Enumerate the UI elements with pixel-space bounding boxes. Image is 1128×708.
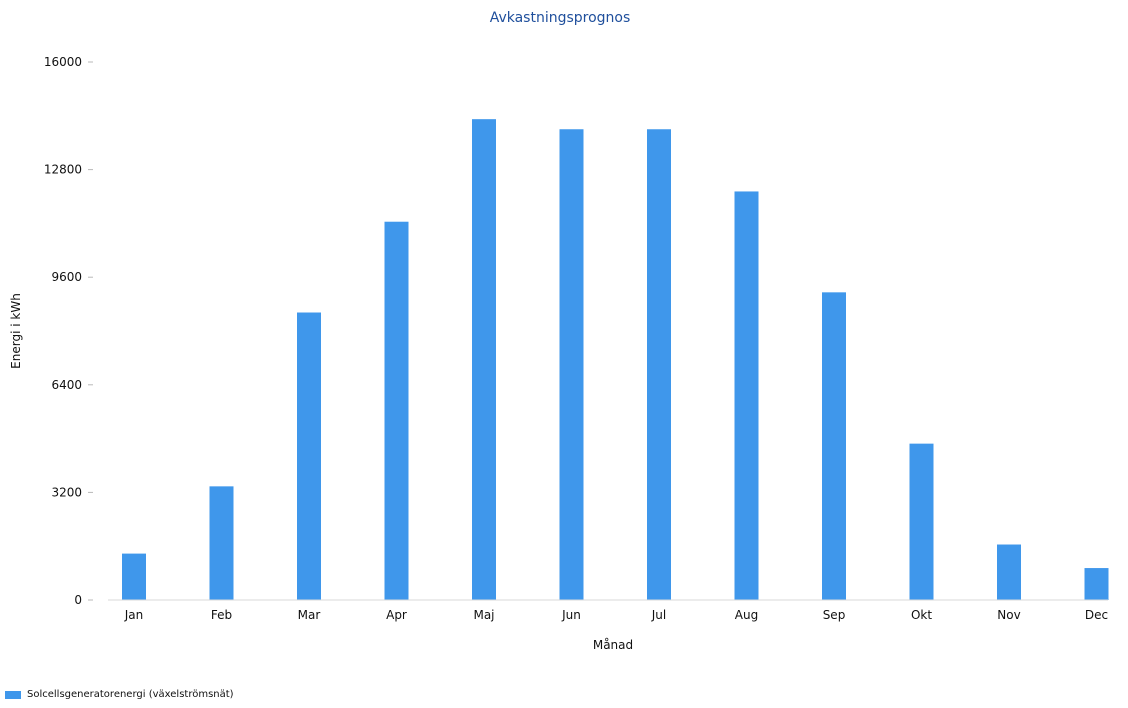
y-tick-label: 9600 (51, 270, 82, 284)
x-tick-label: Jan (124, 608, 144, 622)
x-tick-label: Nov (997, 608, 1020, 622)
bar (384, 221, 409, 600)
bar (647, 129, 671, 600)
x-tick-label: Jun (561, 608, 581, 622)
bar (209, 486, 234, 600)
x-tick-label: Dec (1085, 608, 1108, 622)
x-ticks: Jan Feb Mar Apr Maj Jun Jul Aug Sep Okt Nov Dec (124, 608, 1108, 622)
x-tick-label: Mar (298, 608, 321, 622)
chart-title: Avkastningsprognos (490, 10, 631, 26)
y-ticks: 0 3200 6400 9600 12800 16000 (44, 55, 93, 607)
x-tick-label: Sep (823, 608, 846, 622)
y-axis-label: Energi i kWh (9, 293, 23, 369)
bar (734, 191, 759, 601)
legend-swatch (5, 690, 21, 699)
bar (997, 544, 1021, 600)
y-tick-label: 12800 (44, 163, 82, 177)
bar (122, 553, 146, 600)
x-tick-label: Maj (473, 608, 494, 622)
y-tick-label: 16000 (44, 55, 82, 69)
bar (297, 312, 321, 600)
x-tick-label: Feb (211, 608, 232, 622)
bar (909, 443, 934, 600)
bars (122, 119, 1109, 601)
x-axis-label: Månad (593, 638, 633, 652)
bar (559, 129, 584, 600)
x-tick-label: Okt (911, 608, 932, 622)
y-tick-label: 0 (74, 593, 82, 607)
x-tick-label: Aug (735, 608, 758, 622)
x-tick-label: Apr (386, 608, 407, 622)
legend: Solcellsgeneratorenergi (växelströmsnät) (5, 689, 234, 700)
x-tick-label: Jul (651, 608, 666, 622)
bar (822, 292, 846, 600)
bar (1084, 568, 1109, 600)
legend-label: Solcellsgeneratorenergi (växelströmsnät) (27, 689, 234, 700)
bar (472, 119, 496, 600)
y-tick-label: 6400 (51, 378, 82, 392)
y-tick-label: 3200 (51, 485, 82, 499)
